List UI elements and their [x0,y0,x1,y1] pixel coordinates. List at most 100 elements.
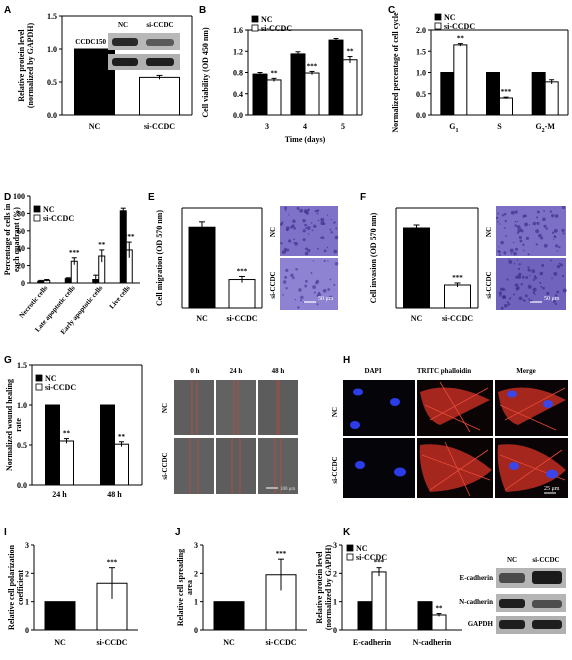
y-tick-label: 0.0 [47,111,57,120]
cell-dot [504,220,507,223]
y-tick-label: 0.0 [233,111,243,120]
cell-dot [326,214,329,216]
nucleus [394,467,406,477]
x-tick-label: NC [196,314,208,323]
micro-h-scale: 25 μm [544,486,560,492]
blot-k-row-gapdh: GAPDH [468,620,494,628]
cell-dot [310,272,313,275]
bar [100,404,115,486]
bar [266,79,282,116]
cell-dot [553,271,558,276]
cell-dot [510,210,515,215]
cell-dot [554,235,557,239]
nucleus [509,462,519,470]
panel-label-k: K [343,527,351,538]
bar [44,601,76,631]
significance-label: *** [107,559,118,567]
micro-g-image [174,380,214,435]
cell-dot [290,273,294,278]
bar [139,76,180,116]
y-tick-label: 1 [25,598,29,607]
bar [252,73,268,116]
y-axis-label: Normalized wound healingrate [5,379,23,471]
chart-b: 0.0 0.4 0.8 1.2 1.6 Cell viability (OD 450 nm… [201,15,363,144]
significance-label: ** [457,35,465,43]
legend-swatch [33,205,41,213]
cell-dot [280,242,283,245]
cell-dot [514,210,518,214]
cell-dot [288,239,292,243]
cell-dot [523,249,525,252]
cell-dot [508,260,513,264]
cell-dot [302,218,306,223]
micro-g-image [216,438,256,494]
x-tick-label: NC [223,638,235,647]
blot-k: NC si-CCDC E-cadherin N-cadherin GAPDH [459,556,566,634]
cell-dot [539,271,544,276]
cell-dot [527,284,532,289]
actin [419,444,492,492]
significance-label: ** [63,430,71,438]
cell-dot [525,236,530,240]
cell-dot [313,224,317,228]
micro-e-scale: 50 μm [318,296,334,302]
cell-dot [498,253,501,256]
y-axis-label: Cell migration (OD 570 nm) [155,210,164,306]
cell-dot [553,231,556,233]
y-axis-label: Relative cell polarizationcoefficient [7,545,25,630]
y-tick-label: 0.8 [233,69,243,78]
blot-k-row-ncad: N-cadherin [459,598,493,606]
significance-label: *** [124,233,135,241]
blot-k-band [499,573,525,583]
cell-dot [288,214,290,216]
cell-dot [333,221,336,224]
x-tick-label: N-cadherin [413,638,452,647]
y-tick-label: 0.0 [17,481,27,490]
bar [357,601,373,631]
x-tick-label: si-CCDC [96,638,127,647]
nucleus [546,469,558,479]
cell-dot [539,281,542,285]
micro-g-image [216,380,256,435]
cell-dot [551,277,553,279]
cell-dot [521,275,525,279]
cell-dot [335,227,338,230]
legend-label: si-CCDC [261,24,292,33]
blot-a-band [146,58,174,66]
micrograph-h: DAPI TRITC phalloidin Merge NC si-CCDC 2… [331,367,568,498]
y-tick-label: 1 [194,598,198,607]
cell-dot [524,222,529,227]
bar [417,601,433,631]
panel-label-d: D [4,192,11,203]
cell-dot [285,268,289,273]
cell-dot [306,226,311,230]
actin [497,444,566,492]
cell-dot [327,260,329,262]
cell-dot [498,223,501,225]
cell-dot [518,296,523,301]
cell-dot [304,223,307,227]
cell-dot [313,291,316,294]
cell-dot [282,294,284,296]
cell-dot [498,246,500,248]
bar [188,226,216,309]
y-tick-label: 0.5 [47,78,57,87]
micro-g-row-nc: NC [161,403,169,413]
cell-dot [532,221,537,226]
cell-dot [316,209,320,212]
cell-dot [295,267,298,271]
nucleus [355,461,365,469]
y-tick-label: 80 [17,209,25,218]
micro-h-row-nc: NC [331,407,339,417]
legend-swatch [251,15,259,23]
bar [440,72,455,116]
cell-dot [540,236,544,240]
cell-dot [516,220,519,223]
micro-h-col: TRITC phalloidin [417,367,471,375]
bar [444,284,471,309]
nucleus [390,398,400,406]
bar [403,227,430,309]
cell-dot [285,286,288,290]
